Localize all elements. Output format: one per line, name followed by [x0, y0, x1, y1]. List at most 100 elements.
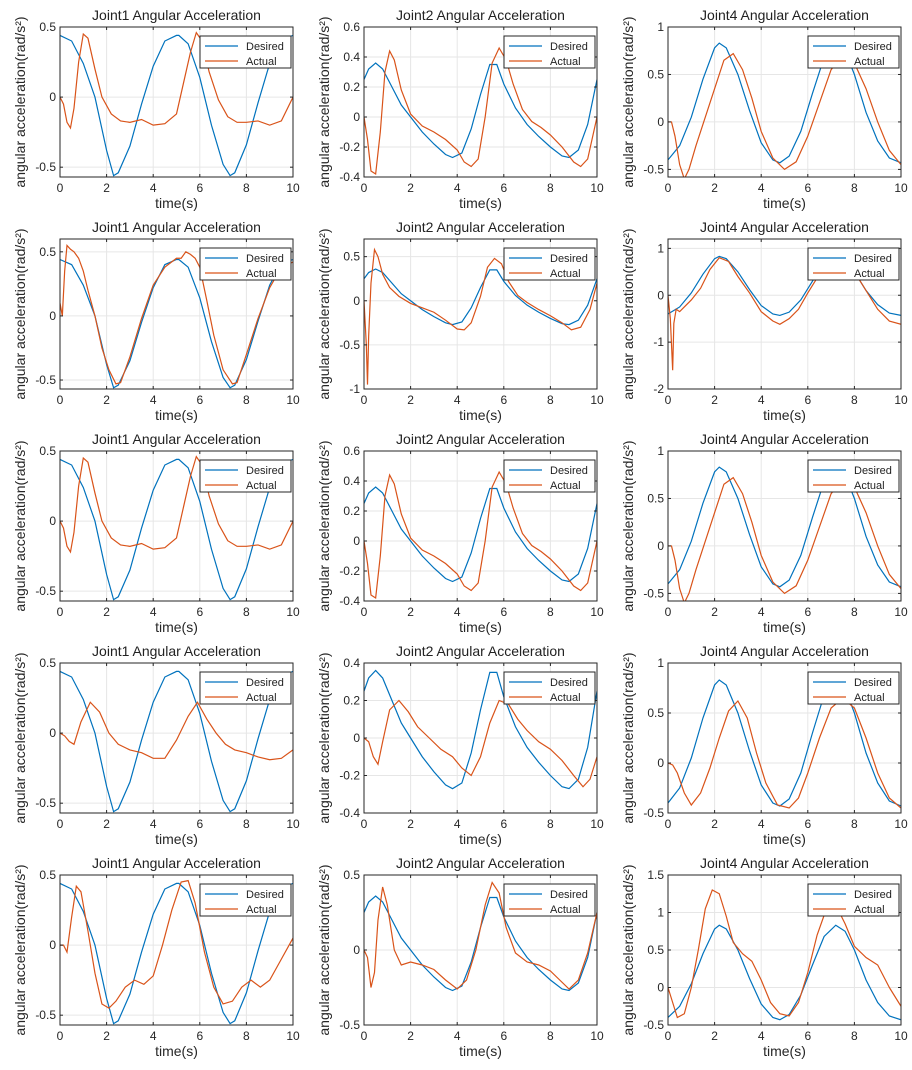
y-tick-label: -0.5 — [339, 1018, 360, 1032]
x-tick-label: 4 — [454, 393, 461, 407]
axes-frame — [59, 450, 294, 602]
y-tick-label: 0 — [353, 943, 360, 957]
y-axis-label: angular acceleration(rad/s²) — [620, 440, 636, 611]
y-tick-label: -0.5 — [35, 1008, 56, 1022]
x-axis-label: time(s) — [763, 195, 806, 211]
y-tick-label: -0.5 — [339, 338, 360, 352]
x-tick-label: 4 — [150, 817, 157, 831]
chart-title: Joint1 Angular Acceleration — [92, 643, 261, 659]
y-tick-label: -0.4 — [339, 594, 360, 608]
x-tick-label: 8 — [851, 393, 858, 407]
series-line-actual — [60, 879, 293, 1009]
x-tick-label: 0 — [665, 181, 672, 195]
chart-title: Joint1 Angular Acceleration — [92, 219, 261, 235]
legend: Desired Actual — [807, 459, 900, 493]
x-tick-label: 10 — [894, 181, 908, 195]
x-tick-label: 6 — [804, 1029, 811, 1043]
series-line-actual — [60, 243, 293, 385]
chart-title: Joint2 Angular Acceleration — [396, 431, 565, 447]
y-tick-label: -0.2 — [339, 564, 360, 578]
y-axis-label: angular acceleration(rad/s²) — [620, 652, 636, 823]
x-tick-label: 4 — [758, 1029, 765, 1043]
y-axis-label: angular acceleration(rad/s²) — [316, 652, 332, 823]
x-tick-label: 2 — [103, 605, 110, 619]
x-tick-label: 2 — [103, 817, 110, 831]
x-tick-label: 2 — [407, 817, 414, 831]
legend-entry-actual: Actual — [246, 56, 277, 68]
y-tick-label: 1 — [657, 444, 664, 458]
series-line-desired — [364, 669, 597, 790]
y-tick-label: 0.5 — [39, 656, 56, 670]
legend-entry-actual: Actual — [550, 692, 581, 704]
y-tick-label: 0.5 — [39, 868, 56, 882]
series-line-desired — [668, 924, 901, 1021]
x-tick-label: 2 — [711, 605, 718, 619]
y-tick-label: 0.5 — [39, 20, 56, 34]
series-line-desired — [60, 34, 293, 177]
legend: Desired Actual — [503, 35, 596, 69]
x-tick-label: 4 — [454, 1029, 461, 1043]
x-tick-label: 4 — [150, 605, 157, 619]
y-tick-label: 0.4 — [343, 50, 360, 64]
legend-box — [199, 35, 292, 69]
legend-box — [503, 883, 596, 917]
x-axis-label: time(s) — [459, 619, 502, 635]
legend-entry-desired: Desired — [246, 253, 284, 265]
y-tick-label: -0.5 — [643, 806, 664, 820]
chart-title: Joint4 Angular Acceleration — [700, 219, 869, 235]
legend: Desired Actual — [807, 247, 900, 281]
y-tick-label: -0.2 — [339, 140, 360, 154]
y-tick-label: -1 — [653, 335, 664, 349]
y-axis-label: angular acceleration(rad/s²) — [620, 16, 636, 187]
x-tick-label: 6 — [500, 181, 507, 195]
series-line-actual — [364, 881, 597, 990]
y-axis-label: angular acceleration(rad/s²) — [316, 228, 332, 399]
legend-entry-actual: Actual — [550, 56, 581, 68]
legend-box — [807, 883, 900, 917]
legend: Desired Actual — [199, 459, 292, 493]
x-tick-label: 0 — [361, 605, 368, 619]
y-tick-label: 0.5 — [343, 868, 360, 882]
x-tick-label: 8 — [851, 181, 858, 195]
legend-entry-actual: Actual — [246, 480, 277, 492]
x-tick-label: 4 — [454, 181, 461, 195]
x-tick-label: 2 — [407, 181, 414, 195]
x-tick-label: 2 — [103, 181, 110, 195]
legend-entry-desired: Desired — [550, 41, 588, 53]
x-tick-label: 8 — [547, 1029, 554, 1043]
axes-frame — [59, 662, 294, 814]
x-tick-label: 8 — [547, 181, 554, 195]
x-tick-label: 4 — [454, 605, 461, 619]
x-tick-label: 8 — [851, 605, 858, 619]
x-tick-label: 10 — [590, 1029, 604, 1043]
y-tick-label: -1 — [349, 382, 360, 396]
x-tick-label: 6 — [500, 605, 507, 619]
series-line-desired — [60, 458, 293, 601]
x-tick-label: 6 — [196, 393, 203, 407]
x-tick-label: 2 — [103, 393, 110, 407]
y-tick-label: -0.5 — [643, 162, 664, 176]
series-line-desired — [364, 895, 597, 992]
y-tick-label: 0 — [353, 534, 360, 548]
y-tick-label: 0.2 — [343, 504, 360, 518]
x-tick-label: 4 — [758, 817, 765, 831]
y-axis-label: angular acceleration(rad/s²) — [316, 864, 332, 1035]
x-tick-label: 10 — [590, 605, 604, 619]
axes-frame — [363, 450, 598, 602]
x-tick-label: 6 — [500, 1029, 507, 1043]
legend-entry-desired: Desired — [550, 889, 588, 901]
legend: Desired Actual — [807, 35, 900, 69]
x-tick-label: 10 — [286, 1029, 300, 1043]
x-tick-label: 2 — [711, 393, 718, 407]
legend-entry-actual: Actual — [246, 268, 277, 280]
y-tick-label: 0.2 — [343, 80, 360, 94]
legend-entry-desired: Desired — [246, 677, 284, 689]
legend-entry-actual: Actual — [854, 56, 885, 68]
subplot-2: 0 2 4 6 8 10 -0.4 -0.2 0 0.2 0.4 0.6 Joint2 Angular … — [316, 7, 604, 211]
legend-entry-actual: Actual — [854, 480, 885, 492]
series-line-actual — [668, 889, 901, 1019]
x-axis-label: time(s) — [763, 619, 806, 635]
